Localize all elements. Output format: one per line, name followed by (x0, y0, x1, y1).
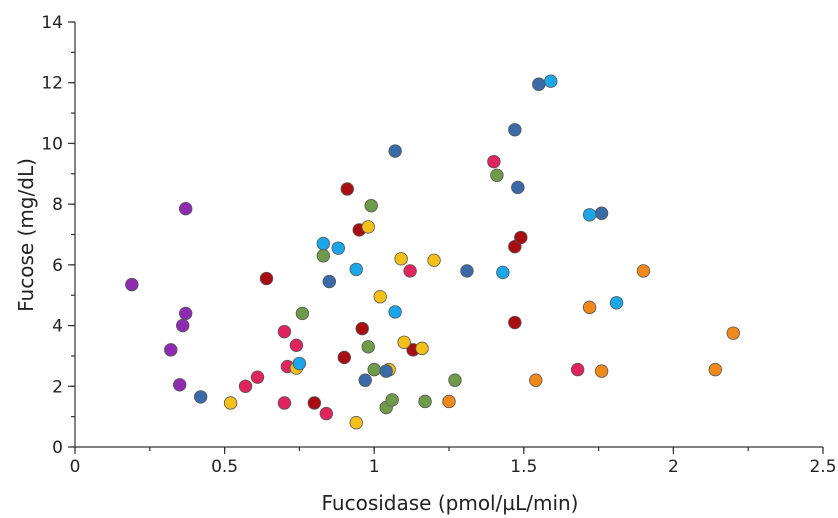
data-point (125, 277, 139, 292)
data-point (726, 326, 740, 340)
x-axis-ticks: 0 0.5 1 1.5 2 2.5 (70, 447, 837, 477)
data-point (277, 396, 292, 410)
data-point (418, 394, 432, 409)
y-tick-label: 12 (41, 74, 63, 94)
data-point (508, 315, 522, 330)
data-point (636, 264, 651, 278)
data-point (259, 271, 274, 286)
data-point (490, 168, 504, 183)
y-tick-label: 2 (52, 377, 63, 397)
data-point (349, 262, 363, 277)
data-point (487, 154, 501, 169)
x-tick-label: 0.5 (211, 457, 238, 477)
data-point (532, 77, 546, 91)
x-tick-label: 1 (369, 457, 380, 477)
y-tick-label: 14 (41, 13, 63, 33)
data-point (223, 396, 238, 410)
data-point (289, 338, 304, 353)
data-point (442, 394, 456, 409)
data-point (514, 230, 528, 245)
data-point (364, 198, 378, 213)
data-point (511, 180, 525, 195)
series-group (442, 264, 740, 409)
x-tick-label: 0 (70, 457, 81, 477)
data-point (609, 296, 624, 310)
data-point (361, 340, 375, 354)
data-point (295, 306, 310, 321)
x-tick-label: 1.5 (510, 457, 537, 477)
data-point (322, 274, 337, 289)
data-point (367, 362, 381, 377)
series-group (295, 168, 504, 415)
data-point (179, 201, 193, 216)
data-points (125, 74, 740, 430)
data-point (250, 370, 265, 384)
data-point (373, 290, 387, 304)
data-point (331, 241, 345, 255)
data-point (594, 364, 609, 378)
y-tick-label: 0 (52, 438, 63, 458)
y-tick-label: 4 (52, 317, 63, 337)
data-point (460, 264, 474, 278)
data-point (355, 321, 369, 336)
data-point (448, 373, 462, 387)
data-point (316, 236, 331, 251)
data-point (193, 390, 208, 404)
x-axis-label: Fucosidase (pmol/µL/min) (322, 491, 579, 515)
y-tick-label: 8 (52, 195, 63, 215)
data-point (708, 362, 722, 377)
data-point (361, 220, 375, 234)
data-point (307, 396, 322, 410)
data-point (570, 362, 585, 377)
data-point (388, 144, 402, 158)
data-point (403, 264, 417, 278)
data-point (594, 206, 609, 220)
data-point (397, 335, 411, 349)
y-axis-ticks: 0 2 4 6 8 10 12 14 (41, 13, 75, 458)
data-point (529, 373, 543, 387)
data-point (173, 378, 187, 392)
data-point (385, 393, 399, 407)
series-group (125, 201, 193, 392)
data-point (388, 305, 402, 319)
y-tick-label: 10 (41, 134, 63, 154)
y-axis-label: Fucose (mg/dL) (14, 158, 38, 312)
x-tick-label: 2.5 (809, 457, 836, 477)
data-point (277, 324, 292, 339)
data-point (179, 306, 193, 321)
data-point (544, 74, 558, 88)
data-point (379, 364, 393, 378)
series-group (259, 182, 528, 410)
data-point (164, 343, 178, 357)
y-tick-label: 6 (52, 256, 63, 276)
data-point (582, 300, 597, 315)
x-tick-label: 2 (668, 457, 679, 477)
series-group (292, 74, 624, 371)
data-point (340, 182, 354, 196)
series-group (193, 77, 609, 404)
data-point (496, 265, 510, 280)
data-point (319, 406, 334, 421)
data-point (358, 373, 372, 387)
data-point (415, 341, 429, 356)
data-point (349, 416, 363, 430)
data-point (316, 249, 331, 263)
data-point (508, 123, 522, 137)
data-point (337, 350, 351, 365)
data-point (582, 208, 597, 222)
data-point (176, 318, 190, 333)
data-point (238, 379, 253, 393)
data-point (292, 356, 307, 371)
series-group (223, 220, 441, 430)
data-point (427, 253, 441, 268)
data-point (394, 252, 408, 266)
